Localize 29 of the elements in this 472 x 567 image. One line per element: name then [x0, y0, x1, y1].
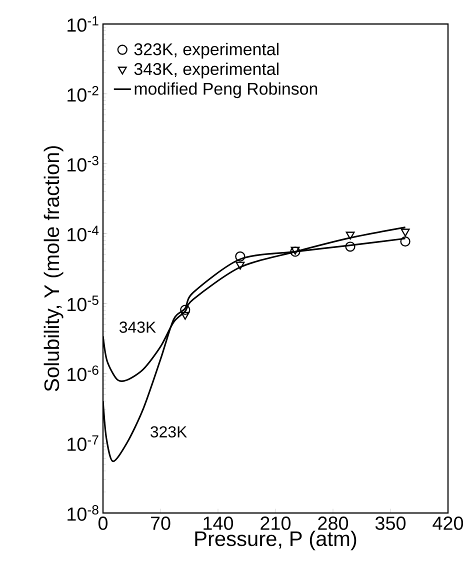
annotation: 323K	[150, 426, 187, 438]
point	[180, 304, 190, 315]
x-tick-label: 280	[318, 516, 348, 530]
point	[180, 312, 190, 320]
x-tick-label: 420	[432, 516, 464, 530]
x-axis-title: Pressure, P (atm)	[195, 530, 356, 550]
y-tick-label: 10$^{-2}$	[68, 86, 98, 102]
y-tick-label: 10$^{-4}$	[68, 226, 99, 242]
y-tick-label: 10$^{-7}$	[68, 435, 98, 451]
x-tick-label: 140	[204, 516, 234, 530]
point	[346, 232, 355, 240]
x-tick-label: 350	[375, 516, 406, 530]
y-axis-title: Solubility, Y (mole fraction)	[44, 146, 64, 392]
point	[345, 242, 356, 252]
point	[235, 251, 246, 262]
x-tick-label: 0	[98, 516, 108, 530]
legend-label: 343K, experimental	[134, 62, 278, 78]
point	[236, 262, 245, 270]
legend-label: 323K, experimental	[134, 42, 278, 59]
x-tick-label: 210	[260, 516, 291, 530]
y-tick-label: 10$^{-6}$	[68, 365, 98, 382]
annotation: 343K	[120, 322, 156, 333]
legend-label: modified Peng Robinson	[134, 82, 318, 98]
y-tick-label: 10$^{-5}$	[68, 296, 98, 312]
x-tick-label: 70	[150, 516, 170, 530]
y-tick-label: 10$^{-1}$	[68, 16, 98, 32]
y-tick-label: 10$^{-8}$	[68, 505, 98, 521]
y-tick-label: 10$^{-3}$	[68, 156, 98, 172]
point	[400, 236, 410, 247]
